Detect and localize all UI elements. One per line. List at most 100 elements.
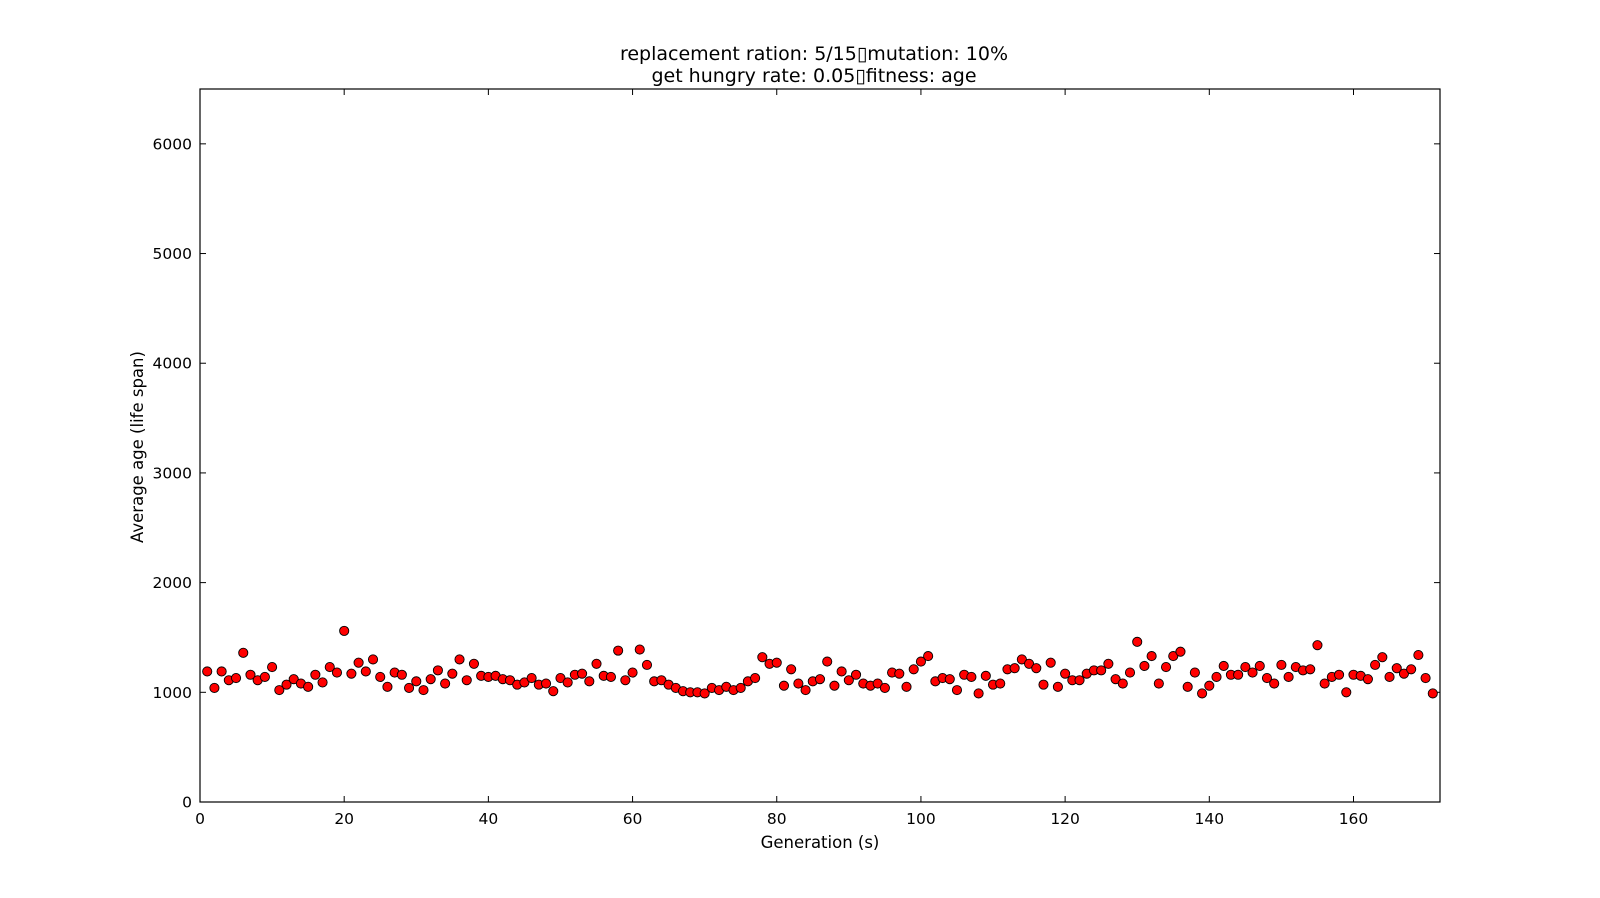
data-point <box>1204 680 1215 691</box>
data-point <box>555 672 566 684</box>
x-tick-label: 20 <box>334 810 354 828</box>
data-point <box>1117 678 1128 689</box>
data-point <box>1038 679 1049 690</box>
x-tick-label: 160 <box>1339 810 1369 828</box>
ticks-layer: 0 20 40 60 80 100 120 140 160 0 1000 2000 3000 4000 50… <box>153 89 1440 828</box>
data-point <box>1160 662 1172 673</box>
y-axis-label: Average age (life span) <box>128 351 147 543</box>
data-point <box>1124 667 1136 678</box>
data-point <box>411 676 422 687</box>
data-point <box>1233 669 1244 680</box>
data-point <box>230 672 242 684</box>
data-point <box>425 674 436 685</box>
data-point <box>310 669 321 680</box>
data-point <box>605 671 616 683</box>
data-point <box>1247 667 1258 678</box>
data-point <box>634 644 645 655</box>
y-tick-label: 5000 <box>153 245 192 263</box>
data-point <box>627 667 638 678</box>
y-tick-label: 2000 <box>153 574 192 592</box>
data-point <box>1096 665 1107 676</box>
data-point <box>620 675 631 686</box>
data-point <box>843 675 854 686</box>
data-point <box>1240 662 1251 673</box>
data-point <box>339 625 350 636</box>
data-point <box>1060 668 1071 679</box>
data-point <box>1052 681 1063 692</box>
data-point <box>1312 640 1323 651</box>
x-axis-label: Generation (s) <box>761 833 880 852</box>
data-point <box>1427 688 1438 699</box>
data-point <box>923 651 934 662</box>
data-point <box>281 679 292 690</box>
data-point <box>1139 660 1150 672</box>
y-tick-label: 0 <box>182 794 192 812</box>
data-point <box>1276 659 1287 670</box>
data-point <box>259 671 270 683</box>
x-tick-label: 100 <box>906 810 936 828</box>
data-point <box>1413 649 1424 661</box>
data-point <box>778 680 790 691</box>
data-point <box>1269 678 1280 689</box>
data-point <box>461 675 472 686</box>
data-point <box>346 668 357 679</box>
data-point <box>468 658 480 669</box>
data-point <box>1009 663 1020 674</box>
data-point <box>1031 663 1042 674</box>
data-point <box>757 652 768 663</box>
data-point <box>504 675 516 686</box>
data-point <box>822 656 833 667</box>
data-point <box>829 680 840 691</box>
data-point <box>786 664 797 675</box>
data-point <box>1103 658 1114 669</box>
data-point <box>1319 678 1330 689</box>
data-point <box>750 672 761 684</box>
data-point <box>562 677 573 688</box>
data-point <box>951 685 963 696</box>
data-point <box>1420 672 1431 684</box>
data-point <box>216 666 227 677</box>
data-point <box>1261 672 1273 684</box>
data-point <box>202 666 213 677</box>
x-tick-label: 80 <box>767 810 787 828</box>
data-point <box>1283 671 1294 683</box>
data-point <box>1074 675 1085 686</box>
y-tick-label: 3000 <box>153 464 192 482</box>
points-layer <box>202 625 1438 699</box>
data-point <box>980 670 991 681</box>
data-point <box>793 678 804 689</box>
data-point <box>418 685 429 696</box>
y-tick-label: 6000 <box>153 135 192 153</box>
data-point <box>814 674 826 685</box>
data-point <box>396 669 407 680</box>
data-point <box>1305 664 1316 675</box>
data-point <box>548 686 559 697</box>
data-point <box>353 657 364 668</box>
data-point <box>1153 678 1164 689</box>
data-point <box>699 688 710 699</box>
data-point <box>966 671 977 683</box>
data-point <box>850 669 862 680</box>
data-point <box>360 666 371 677</box>
x-tick-label: 140 <box>1195 810 1225 828</box>
data-point <box>1406 664 1417 675</box>
data-point <box>915 656 926 667</box>
data-point <box>836 666 847 677</box>
data-point <box>894 668 905 679</box>
chart-subtitle: get hungry rate: 0.05▯fitness: age <box>651 65 976 87</box>
data-point <box>1254 660 1265 672</box>
data-point <box>375 671 386 683</box>
data-point <box>519 677 530 688</box>
data-point <box>331 667 343 678</box>
data-point <box>1197 688 1208 699</box>
data-point <box>1146 651 1157 662</box>
data-point <box>540 678 552 689</box>
data-point <box>591 658 602 669</box>
data-point <box>1391 663 1402 674</box>
data-point <box>432 665 443 676</box>
data-point <box>641 659 653 670</box>
data-point <box>1384 671 1395 683</box>
data-point <box>1370 659 1381 670</box>
